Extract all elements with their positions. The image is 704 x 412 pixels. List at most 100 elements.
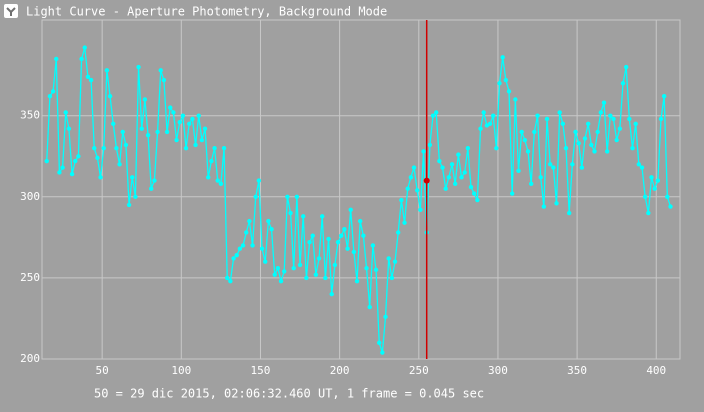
data-point [240,243,246,248]
data-point [183,145,189,151]
data-point [136,64,141,70]
data-point [519,129,524,135]
data-point [573,129,578,135]
data-point [389,275,395,281]
data-point [323,275,328,281]
data-point [237,246,243,251]
data-point [291,265,296,271]
data-point [304,275,309,281]
data-point [633,121,638,127]
data-point [440,165,445,170]
data-point [63,110,68,115]
data-point [174,137,179,143]
x-tick-label: 100 [171,364,191,377]
chart-title: Light Curve - Aperture Photometry, Backg… [26,5,387,19]
data-point [452,181,458,187]
data-point [95,155,100,161]
data-point [592,149,597,154]
data-point [215,178,220,183]
x-tick-label: 350 [567,364,587,377]
x-tick-label: 200 [330,364,350,377]
data-point [462,170,467,175]
data-point [272,272,277,277]
data-point [551,165,556,170]
data-point [579,165,585,170]
data-point [665,194,670,199]
data-point [516,168,521,174]
data-point [92,145,97,151]
data-point [459,175,464,180]
data-point [120,129,125,135]
data-point [196,113,201,118]
data-point [646,210,651,216]
data-point [76,154,81,159]
data-point [329,291,334,297]
data-point [652,186,657,191]
data-point [481,110,486,115]
data-point [604,149,610,154]
data-point [247,218,252,224]
data-point [661,94,667,99]
data-point [630,145,635,151]
data-point [133,194,138,199]
data-point [50,89,56,94]
data-point [275,265,281,271]
data-point [506,89,512,94]
data-point [402,220,407,225]
data-point [234,252,239,258]
data-point [307,240,312,245]
data-point [288,210,293,216]
data-point [627,116,632,122]
data-point [456,152,461,157]
data-point [475,197,480,203]
data-point [345,246,350,251]
data-point [437,158,442,164]
data-point [601,100,607,105]
data-point [361,233,366,238]
data-point [399,197,404,203]
data-point [313,272,319,277]
data-point [396,230,401,235]
data-point [231,256,236,261]
data-point [348,207,353,212]
data-point [221,145,227,151]
data-point [66,126,72,131]
data-point [500,55,505,60]
data-point [367,304,372,310]
data-point [351,249,357,255]
data-point [373,267,379,272]
data-point [111,121,116,127]
data-point [649,175,654,180]
data-point [263,259,268,264]
data-point [468,184,474,190]
data-point [544,116,550,122]
data-point [250,243,255,248]
data-point [164,129,170,135]
data-point [620,81,626,86]
data-point [168,105,173,110]
data-point [142,97,148,102]
data-point [490,113,496,118]
data-point [332,262,338,268]
footer: 50 = 29 dic 2015, 02:06:32.460 UT, 1 fra… [94,387,484,401]
data-point [54,56,59,62]
data-point [149,186,154,191]
data-point [123,142,129,148]
y-tick-label: 300 [20,190,40,203]
data-point [259,246,265,251]
data-point [465,145,471,151]
data-point [326,236,331,242]
data-point [487,121,493,127]
data-point [126,202,132,208]
data-point [253,194,258,199]
data-point [228,278,233,284]
y-tick-label: 250 [20,271,40,284]
data-point [522,137,528,143]
data-point [623,64,629,70]
data-point [614,137,619,143]
data-point [282,269,287,274]
data-point [256,178,262,183]
data-point [430,113,436,118]
data-point [310,233,315,238]
